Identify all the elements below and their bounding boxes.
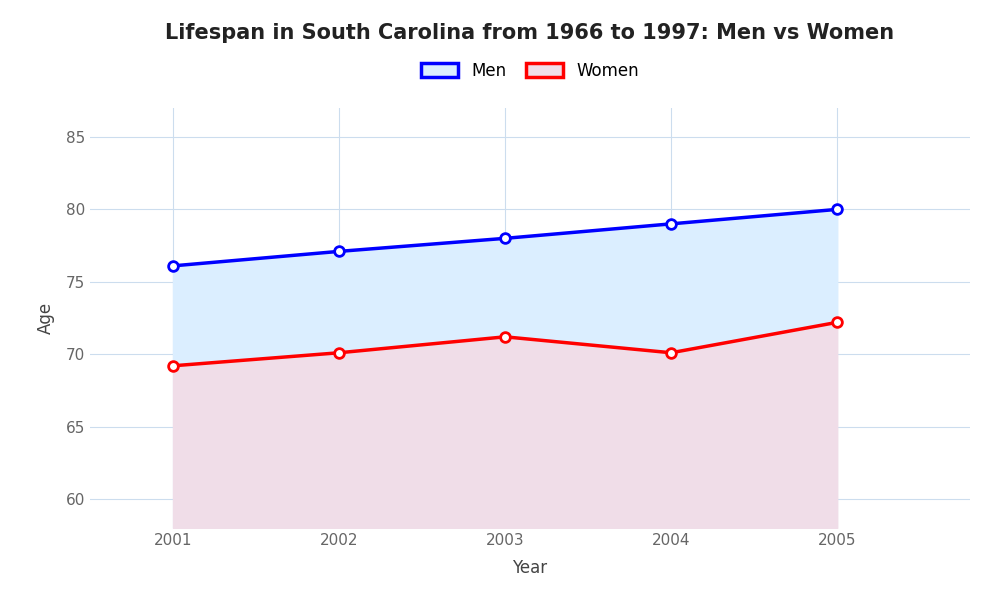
Title: Lifespan in South Carolina from 1966 to 1997: Men vs Women: Lifespan in South Carolina from 1966 to …	[165, 23, 895, 43]
X-axis label: Year: Year	[512, 559, 548, 577]
Legend: Men, Women: Men, Women	[421, 62, 639, 80]
Y-axis label: Age: Age	[37, 302, 55, 334]
